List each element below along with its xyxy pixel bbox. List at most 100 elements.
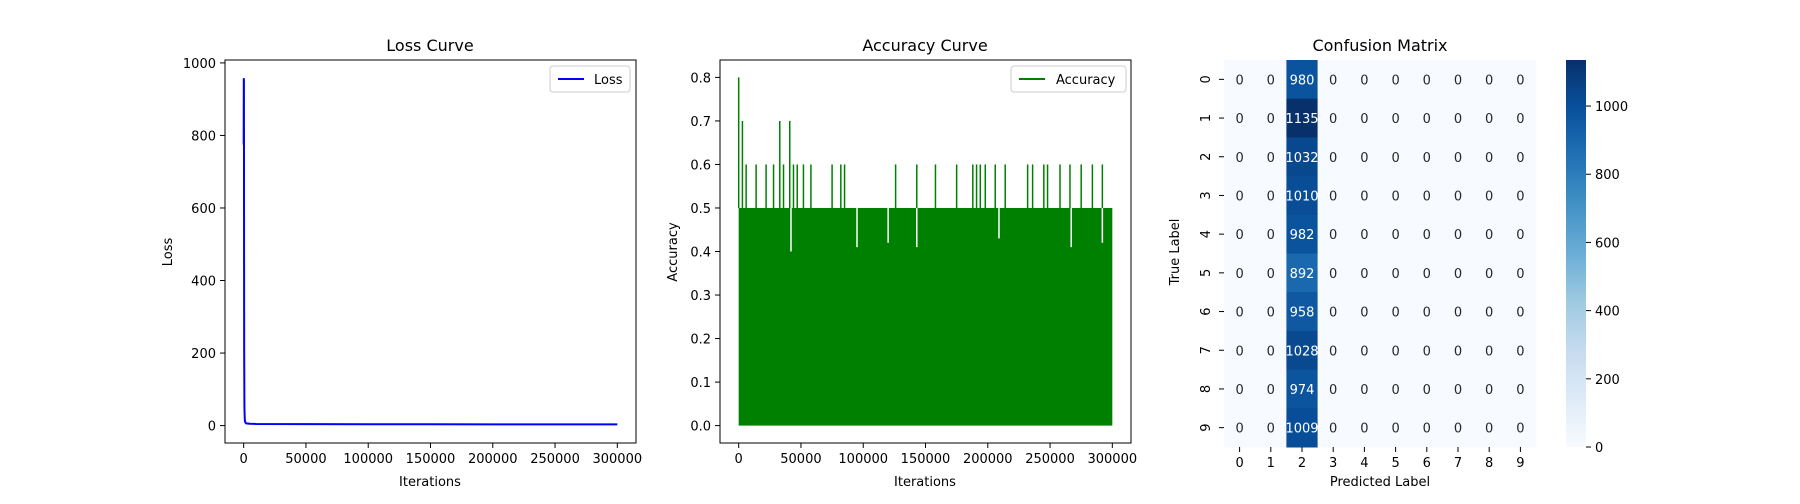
matrix-cell-value: 0 bbox=[1454, 151, 1462, 166]
matrix-cell bbox=[1286, 98, 1319, 138]
matrix-cell-value: 0 bbox=[1391, 228, 1399, 243]
accuracy-y-tick-label: 0.0 bbox=[690, 420, 711, 435]
matrix-cell-value: 0 bbox=[1267, 344, 1275, 359]
matrix-cell bbox=[1442, 292, 1475, 332]
loss-x-ticks: 0 50000 100000 150000 200000 250000 300000 bbox=[240, 443, 642, 467]
matrix-cell-value: 0 bbox=[1485, 112, 1493, 127]
accuracy-x-tick-label: 0 bbox=[735, 452, 743, 467]
matrix-cell bbox=[1255, 214, 1287, 254]
matrix-cell-value: 0 bbox=[1454, 383, 1462, 398]
cm-y-tick-label: 5 bbox=[1199, 269, 1214, 277]
accuracy-y-ticks: 0.0 0.1 0.2 0.3 0.4 0.5 0.6 0.7 0.8 bbox=[690, 71, 720, 435]
matrix-cell bbox=[1504, 330, 1537, 371]
matrix-cell bbox=[1504, 253, 1537, 293]
matrix-cell bbox=[1380, 137, 1412, 177]
matrix-cell-value: 0 bbox=[1329, 189, 1337, 204]
loss-legend-label: Loss bbox=[594, 73, 623, 88]
loss-chart-title: Loss Curve bbox=[386, 36, 473, 55]
loss-plot-area bbox=[242, 78, 618, 426]
matrix-cell-value: 0 bbox=[1423, 228, 1431, 243]
matrix-cell bbox=[1411, 176, 1443, 216]
accuracy-x-tick-label: 100000 bbox=[838, 452, 888, 467]
confusion-matrix-x-ticks: 0 1 2 3 4 5 6 7 8 9 bbox=[1235, 447, 1525, 471]
accuracy-y-tick-label: 0.2 bbox=[690, 333, 711, 348]
matrix-cell-value: 0 bbox=[1235, 112, 1243, 127]
loss-x-tick-label: 250000 bbox=[530, 452, 580, 467]
matrix-cell bbox=[1380, 176, 1412, 216]
matrix-cell-value: 0 bbox=[1235, 267, 1243, 282]
loss-y-tick-label: 0 bbox=[208, 420, 216, 435]
colorbar-tick-label: 800 bbox=[1595, 168, 1620, 183]
matrix-cell bbox=[1473, 408, 1506, 448]
cm-y-tick-label: 3 bbox=[1199, 191, 1214, 199]
matrix-cell bbox=[1504, 214, 1537, 254]
matrix-cell-value: 0 bbox=[1423, 422, 1431, 437]
matrix-cell-value: 0 bbox=[1235, 306, 1243, 321]
matrix-cell-value: 1028 bbox=[1285, 344, 1318, 359]
matrix-cell-value: 0 bbox=[1267, 422, 1275, 437]
matrix-cell bbox=[1224, 292, 1256, 332]
matrix-cell-value: 0 bbox=[1485, 422, 1493, 437]
matrix-cell-value: 0 bbox=[1360, 112, 1368, 127]
matrix-cell bbox=[1473, 369, 1506, 409]
matrix-cell-value: 0 bbox=[1329, 344, 1337, 359]
matrix-cell-value: 0 bbox=[1329, 267, 1337, 282]
colorbar-tick-label: 0 bbox=[1595, 441, 1603, 456]
matrix-cell bbox=[1348, 176, 1381, 216]
matrix-cell-value: 0 bbox=[1516, 344, 1524, 359]
matrix-cell-value: 0 bbox=[1391, 112, 1399, 127]
accuracy-chart-title: Accuracy Curve bbox=[862, 36, 987, 55]
matrix-cell-value: 0 bbox=[1235, 151, 1243, 166]
matrix-cell bbox=[1286, 60, 1319, 100]
matrix-cell-value: 0 bbox=[1360, 306, 1368, 321]
matrix-cell-value: 0 bbox=[1516, 73, 1524, 88]
loss-x-axis-label: Iterations bbox=[399, 475, 461, 490]
matrix-cell-value: 0 bbox=[1329, 422, 1337, 437]
matrix-cell-value: 0 bbox=[1267, 383, 1275, 398]
matrix-cell bbox=[1224, 60, 1256, 100]
cm-x-tick-label: 3 bbox=[1329, 456, 1337, 471]
loss-x-tick-label: 200000 bbox=[468, 452, 518, 467]
matrix-cell bbox=[1224, 176, 1256, 216]
matrix-cell bbox=[1317, 137, 1350, 177]
matrix-cell-value: 0 bbox=[1391, 151, 1399, 166]
matrix-cell-value: 0 bbox=[1485, 344, 1493, 359]
matrix-cell bbox=[1473, 292, 1506, 332]
matrix-cell-value: 0 bbox=[1235, 383, 1243, 398]
matrix-cell bbox=[1411, 253, 1443, 293]
loss-legend: Loss bbox=[549, 65, 631, 93]
loss-y-tick-label: 800 bbox=[191, 129, 216, 144]
colorbar-tick-label: 1000 bbox=[1595, 100, 1628, 115]
matrix-cell bbox=[1442, 330, 1475, 371]
accuracy-y-tick-label: 0.7 bbox=[690, 115, 711, 130]
matrix-cell bbox=[1504, 408, 1537, 448]
accuracy-y-tick-label: 0.5 bbox=[690, 202, 711, 217]
matrix-cell bbox=[1380, 214, 1412, 254]
accuracy-chart: Accuracy Curve 0 50000 100000 150000 200000 2… bbox=[666, 36, 1137, 490]
matrix-cell bbox=[1473, 253, 1506, 293]
matrix-cell bbox=[1224, 214, 1256, 254]
matrix-cell bbox=[1224, 408, 1256, 448]
matrix-cell-value: 0 bbox=[1235, 228, 1243, 243]
loss-y-tick-label: 400 bbox=[191, 275, 216, 290]
matrix-cell bbox=[1504, 137, 1537, 177]
matrix-cell-value: 0 bbox=[1485, 189, 1493, 204]
matrix-cell bbox=[1255, 292, 1287, 332]
matrix-cell-value: 0 bbox=[1391, 189, 1399, 204]
matrix-cell bbox=[1504, 369, 1537, 409]
matrix-cell bbox=[1255, 137, 1287, 177]
matrix-cell bbox=[1442, 214, 1475, 254]
matrix-cell-value: 0 bbox=[1516, 267, 1524, 282]
matrix-cell bbox=[1255, 98, 1287, 138]
matrix-cell-value: 0 bbox=[1235, 189, 1243, 204]
matrix-cell bbox=[1411, 408, 1443, 448]
cm-x-tick-label: 4 bbox=[1360, 456, 1368, 471]
matrix-cell bbox=[1317, 98, 1350, 138]
matrix-cell-value: 958 bbox=[1290, 306, 1315, 321]
matrix-cell-value: 0 bbox=[1423, 73, 1431, 88]
matrix-cell-value: 0 bbox=[1329, 383, 1337, 398]
matrix-cell-value: 0 bbox=[1329, 73, 1337, 88]
matrix-cell bbox=[1286, 408, 1319, 448]
matrix-cell bbox=[1286, 330, 1319, 371]
matrix-cell-value: 0 bbox=[1423, 344, 1431, 359]
